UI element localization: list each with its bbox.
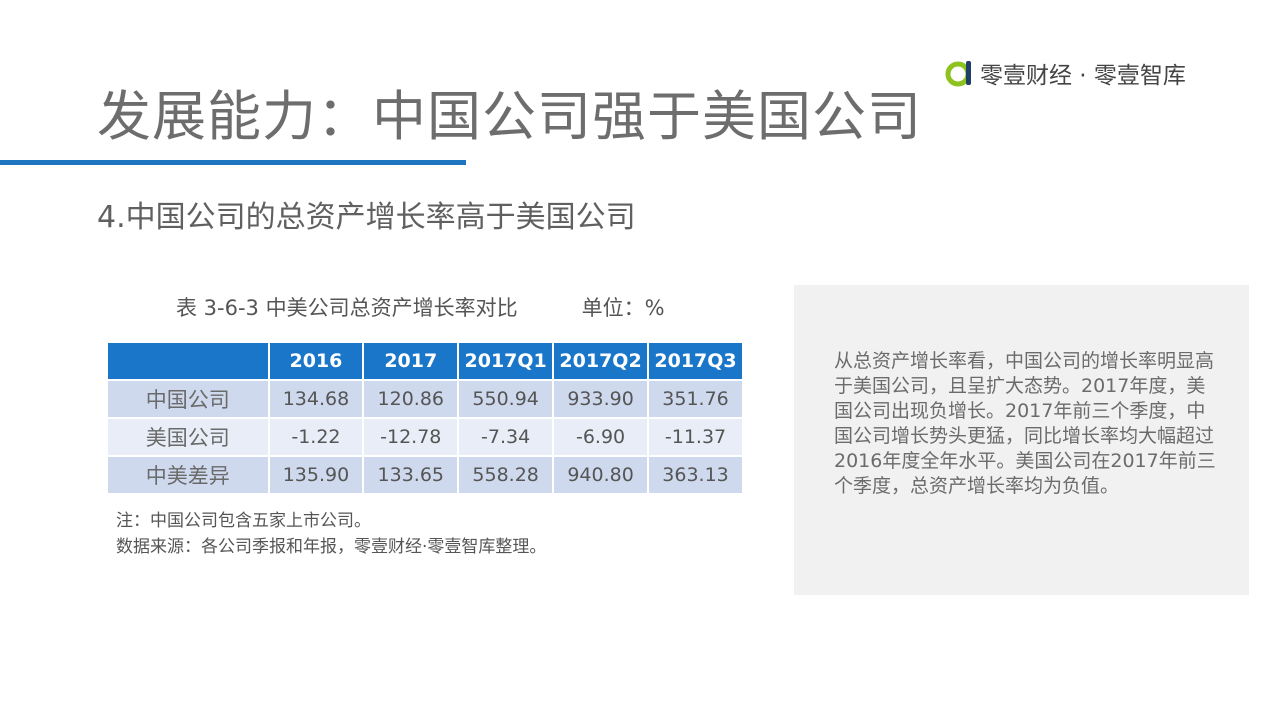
table-cell: 351.76 — [647, 379, 744, 419]
section-subtitle: 4.中国公司的总资产增长率高于美国公司 — [97, 200, 636, 235]
table-cell: -7.34 — [457, 417, 555, 457]
note-line: 注：中国公司包含五家上市公司。 — [116, 511, 371, 531]
row-label: 中美差异 — [106, 455, 270, 495]
table-cell: -11.37 — [647, 417, 744, 457]
table-notes: 注：中国公司包含五家上市公司。 数据来源：各公司季报和年报，零壹财经·零壹智库整… — [116, 508, 546, 560]
growth-rate-table: 2016 2017 2017Q1 2017Q2 2017Q3 中国公司 134.… — [106, 341, 744, 495]
table-cell: 363.13 — [647, 455, 744, 495]
source-line: 数据来源：各公司季报和年报，零壹财经·零壹智库整理。 — [116, 537, 547, 557]
brand-logo: 零壹财经 · 零壹智库 — [944, 57, 1186, 89]
column-header: 2017 — [362, 341, 460, 381]
column-header: 2017Q3 — [647, 341, 744, 381]
table-row: 美国公司 -1.22 -12.78 -7.34 -6.90 -11.37 — [106, 417, 744, 457]
table-cell: 120.86 — [362, 379, 460, 419]
table-cell: -6.90 — [552, 417, 650, 457]
commentary-text: 从总资产增长率看，中国公司的增长率明显高于美国公司，且呈扩大态势。2017年度，… — [834, 350, 1216, 497]
table-cell: 558.28 — [457, 455, 555, 495]
table-cell: 135.90 — [267, 455, 365, 495]
column-header — [106, 341, 270, 381]
zero-one-logo-icon — [945, 61, 971, 87]
table-cell: 134.68 — [267, 379, 365, 419]
table-cell: -1.22 — [267, 417, 365, 457]
table-cell: 133.65 — [362, 455, 460, 495]
table-header-row: 2016 2017 2017Q1 2017Q2 2017Q3 — [106, 341, 744, 381]
table-caption-text: 表 3-6-3 中美公司总资产增长率对比 — [176, 296, 518, 320]
table-cell: 933.90 — [552, 379, 650, 419]
table-cell: 550.94 — [457, 379, 555, 419]
row-label: 美国公司 — [106, 417, 270, 457]
row-label: 中国公司 — [106, 379, 270, 419]
title-underline — [0, 160, 466, 165]
table-cell: 940.80 — [552, 455, 650, 495]
logo-text: 零壹财经 · 零壹智库 — [980, 63, 1186, 89]
column-header: 2016 — [267, 341, 365, 381]
commentary-box: 从总资产增长率看，中国公司的增长率明显高于美国公司，且呈扩大态势。2017年度，… — [794, 285, 1249, 595]
table-row: 中美差异 135.90 133.65 558.28 940.80 363.13 — [106, 455, 744, 495]
table-caption: 表 3-6-3 中美公司总资产增长率对比 单位：% — [176, 292, 665, 322]
page-title: 发展能力：中国公司强于美国公司 — [97, 85, 922, 148]
table-unit: 单位：% — [581, 296, 665, 320]
column-header: 2017Q1 — [457, 341, 555, 381]
column-header: 2017Q2 — [552, 341, 650, 381]
table-cell: -12.78 — [362, 417, 460, 457]
table-row: 中国公司 134.68 120.86 550.94 933.90 351.76 — [106, 379, 744, 419]
